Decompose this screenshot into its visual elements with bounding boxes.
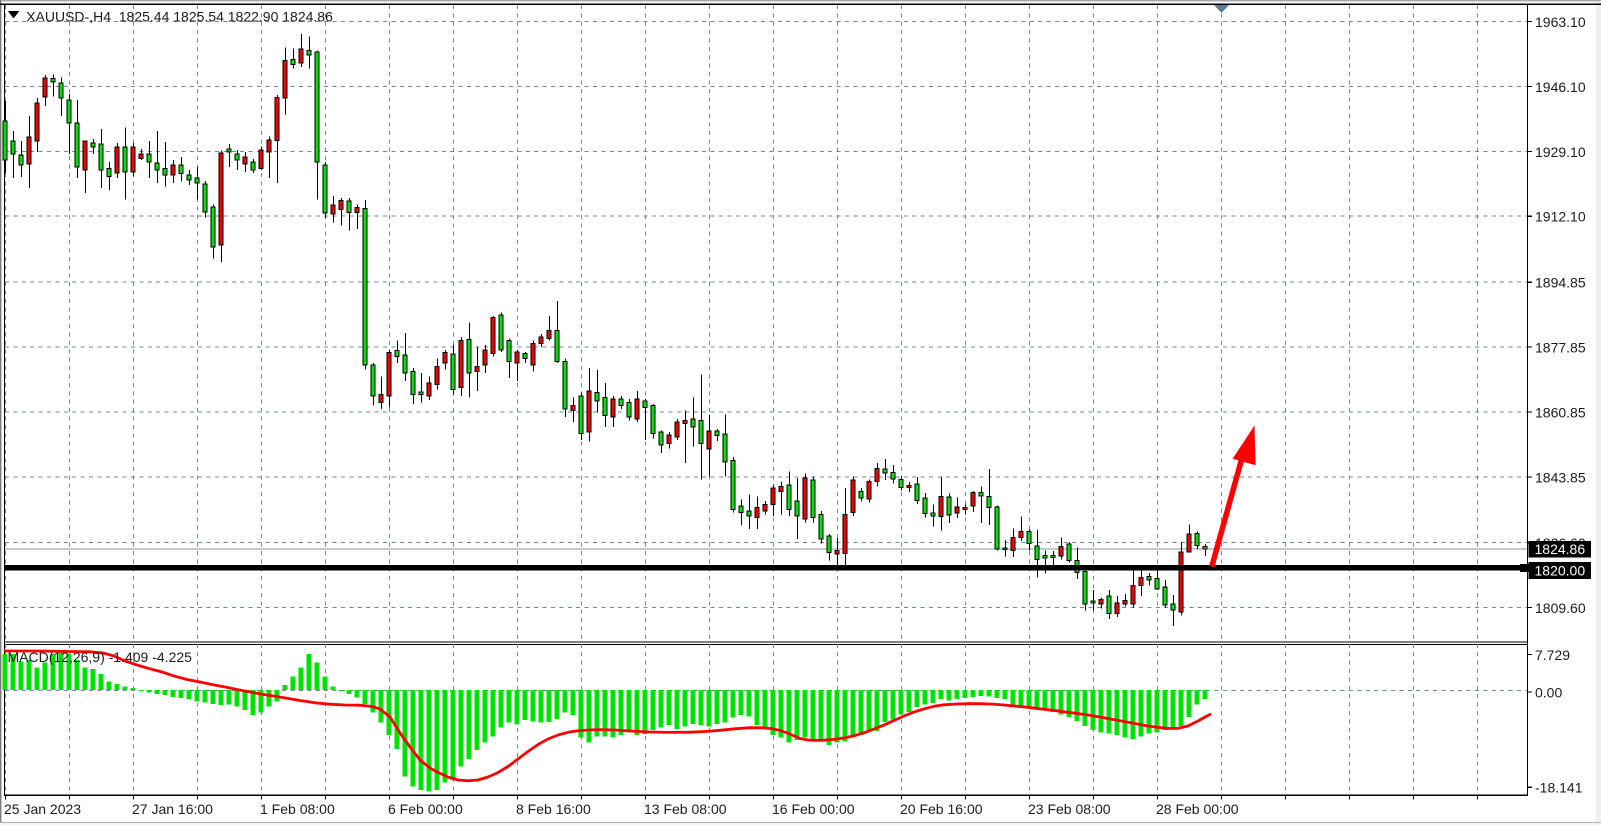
svg-text:1820.00: 1820.00 [1535,563,1586,579]
svg-text:25 Jan 2023: 25 Jan 2023 [4,801,81,817]
svg-text:27 Jan 16:00: 27 Jan 16:00 [132,801,213,817]
svg-text:23 Feb 08:00: 23 Feb 08:00 [1028,801,1111,817]
svg-text:6 Feb 00:00: 6 Feb 00:00 [388,801,463,817]
svg-text:1860.85: 1860.85 [1535,404,1586,420]
svg-text:13 Feb 08:00: 13 Feb 08:00 [644,801,727,817]
svg-text:1946.10: 1946.10 [1535,79,1586,95]
svg-text:7.729: 7.729 [1535,647,1570,663]
svg-text:1843.85: 1843.85 [1535,469,1586,485]
svg-text:-18.141: -18.141 [1535,780,1583,796]
svg-text:1877.85: 1877.85 [1535,340,1586,356]
svg-text:8 Feb 16:00: 8 Feb 16:00 [516,801,591,817]
svg-text:1912.10: 1912.10 [1535,209,1586,225]
svg-text:16 Feb 00:00: 16 Feb 00:00 [772,801,855,817]
svg-text:20 Feb 16:00: 20 Feb 16:00 [900,801,983,817]
svg-text:1963.10: 1963.10 [1535,14,1586,30]
svg-text:1929.10: 1929.10 [1535,144,1586,160]
svg-text:28 Feb 00:00: 28 Feb 00:00 [1156,801,1239,817]
svg-text:MACD(12,26,9) -1.409 -4.225: MACD(12,26,9) -1.409 -4.225 [8,649,193,665]
svg-text:1809.60: 1809.60 [1535,600,1586,616]
svg-text:1 Feb 08:00: 1 Feb 08:00 [260,801,335,817]
svg-text:1894.85: 1894.85 [1535,275,1586,291]
svg-text:1824.86: 1824.86 [1535,541,1586,557]
svg-text:XAUUSD-,H4 1825.44 1825.54 18: XAUUSD-,H4 1825.44 1825.54 1822.90 1824.… [26,8,333,24]
svg-text:0.00: 0.00 [1535,685,1562,701]
